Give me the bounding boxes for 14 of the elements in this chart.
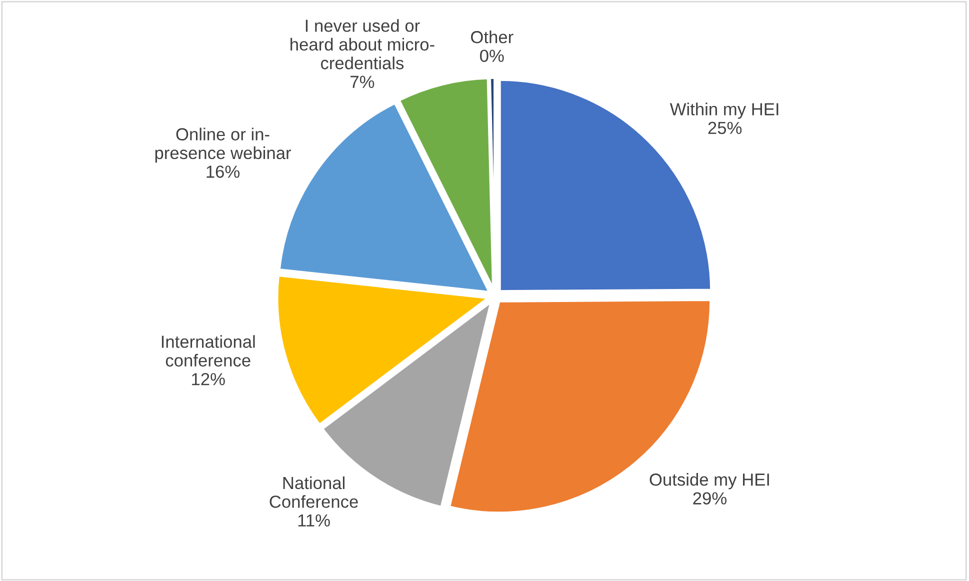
data-label: 29% (693, 492, 726, 504)
slice-label: Within my HEI (670, 102, 778, 119)
slice-label: Outside my HEI (650, 473, 769, 490)
data-label: 11% (298, 514, 330, 526)
data-label: 7% (350, 76, 374, 88)
slice-label: National Conference (270, 476, 358, 508)
slice-label: Online or in- presence webinar (155, 128, 291, 163)
data-label: 12% (192, 373, 225, 386)
data-label: 16% (206, 166, 240, 178)
slice-label: I never used or heard about micro- credentials (290, 19, 434, 70)
slice-label: International conference (162, 335, 255, 367)
data-label: 25% (708, 122, 742, 134)
data-label: 0% (480, 50, 504, 62)
slice-label: Other (471, 30, 514, 44)
